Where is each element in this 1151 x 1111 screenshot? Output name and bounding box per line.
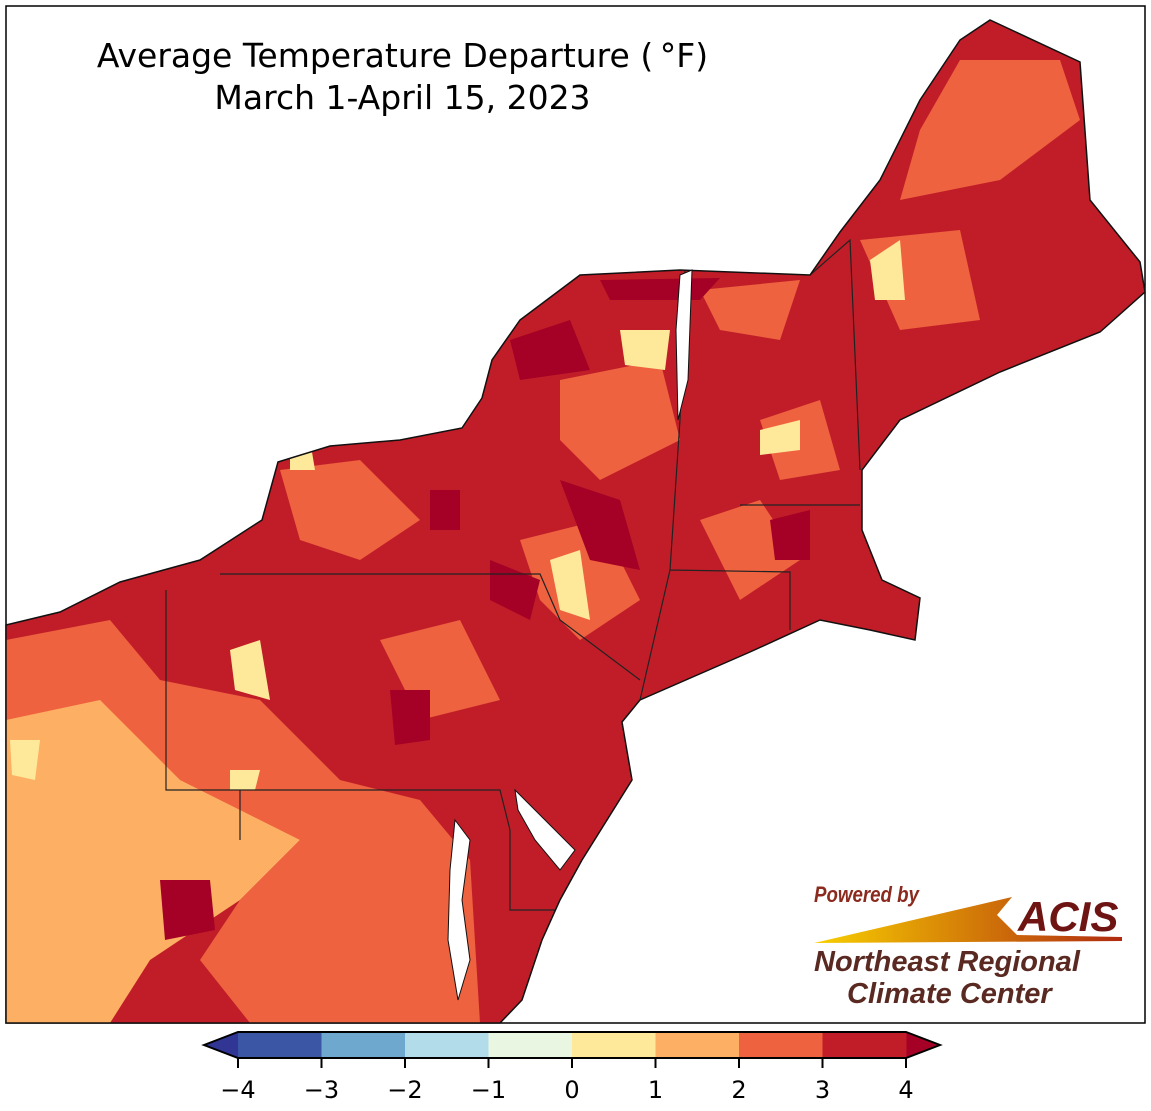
- map-subtitle: March 1-April 15, 2023: [214, 78, 591, 117]
- colorbar-segment: [739, 1032, 823, 1058]
- logo-org-line1: Northeast Regional: [814, 946, 1080, 978]
- state-borders: [165, 238, 861, 911]
- colorbar-tick-label: 4: [898, 1076, 914, 1104]
- colorbar-tick-label: 0: [564, 1076, 580, 1104]
- lake-champlain: [675, 269, 693, 421]
- colorbar-under-arrow: [204, 1032, 238, 1058]
- colorbar-tick-label: 1: [647, 1076, 664, 1104]
- logo-powered-by: Powered by: [814, 882, 919, 907]
- colorbar-segment: [822, 1032, 907, 1058]
- chesapeake-bay: [447, 818, 471, 1001]
- colorbar-segment: [238, 1032, 322, 1058]
- logo-acis: ACIS: [1018, 893, 1119, 940]
- colorbar-tick-label: −3: [303, 1076, 340, 1104]
- logo-swoosh: [814, 897, 1122, 943]
- contour-2-3: [6, 620, 480, 1023]
- colorbar-segment: [488, 1032, 573, 1058]
- colorbar-tick-label: 3: [814, 1076, 831, 1104]
- colorbar-tick-label: −4: [220, 1076, 256, 1104]
- colorbar-segment: [321, 1032, 406, 1058]
- delaware-bay: [514, 788, 576, 871]
- colorbar-tick-label: −2: [387, 1076, 423, 1104]
- colorbar-segment: [572, 1032, 656, 1058]
- colorbar-tick-label: 2: [731, 1076, 747, 1104]
- colorbar: [201, 1031, 943, 1068]
- map-title: Average Temperature Departure ( °F): [96, 36, 709, 75]
- colorbar-over-arrow: [906, 1032, 940, 1058]
- colorbar-tick-label: −1: [470, 1076, 507, 1104]
- contour-2-3-patches: [280, 60, 1080, 720]
- contour-0-1: [10, 240, 905, 790]
- colorbar-segment: [655, 1032, 740, 1058]
- colorbar-segment: [405, 1032, 489, 1058]
- contour-1-2: [6, 690, 310, 1023]
- logo-org-line2: Climate Center: [847, 978, 1052, 1010]
